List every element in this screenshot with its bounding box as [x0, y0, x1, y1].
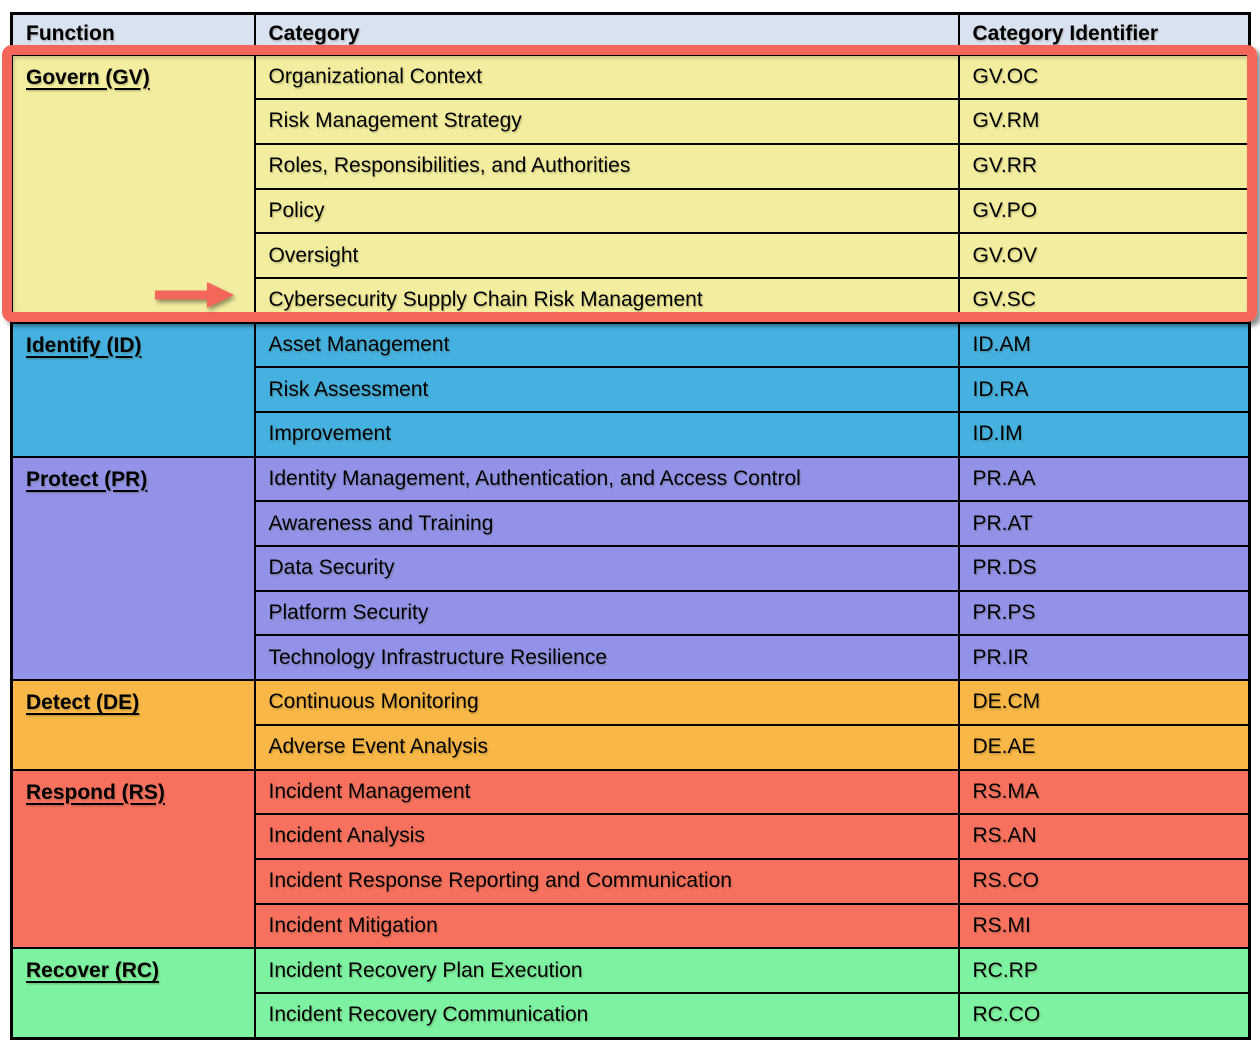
table-row: Recover (RC) Incident Recovery Plan Exec… — [10, 947, 1251, 1040]
identifier-cell: GV.PO — [957, 187, 1251, 235]
table-row: Incident Mitigation RS.MI — [12, 902, 1251, 950]
table-row: Platform Security PR.PS — [12, 589, 1251, 637]
table-row: Roles, Responsibilities, and Authorities… — [12, 142, 1251, 190]
identifier-cell: PR.PS — [957, 589, 1251, 637]
identifier-cell: RS.MA — [957, 768, 1251, 816]
category-cell: Data Security — [253, 545, 960, 592]
identifier-cell: DE.CM — [957, 679, 1251, 726]
identifier-cell: RS.MI — [957, 902, 1251, 950]
identifier-cell: PR.AT — [957, 500, 1251, 548]
table-row: Data Security PR.DS — [12, 545, 1251, 592]
category-cell: Cybersecurity Supply Chain Risk Manageme… — [253, 276, 960, 324]
function-cell-identify: Identify (ID) — [10, 321, 256, 458]
identifier-cell: RS.AN — [957, 813, 1251, 860]
table-row: Policy GV.PO — [12, 187, 1251, 235]
function-cell-govern: Govern (GV) — [10, 53, 256, 324]
identifier-cell: PR.DS — [957, 545, 1251, 592]
category-cell: Risk Assessment — [253, 366, 960, 413]
category-cell: Awareness and Training — [253, 500, 960, 548]
function-cell-respond: Respond (RS) — [10, 768, 256, 950]
identifier-cell: RS.CO — [957, 857, 1251, 905]
function-cell-detect: Detect (DE) — [10, 679, 256, 771]
identifier-cell: DE.AE — [957, 723, 1251, 771]
category-cell: Technology Infrastructure Resilience — [253, 634, 960, 682]
function-cell-protect: Protect (PR) — [10, 455, 256, 682]
category-cell: Incident Recovery Communication — [253, 991, 960, 1040]
category-cell: Risk Management Strategy — [253, 98, 960, 145]
category-cell: Incident Response Reporting and Communic… — [253, 857, 960, 905]
table-row: Incident Response Reporting and Communic… — [12, 857, 1251, 905]
framework-table: Function Category Category Identifier Go… — [10, 12, 1251, 1040]
category-cell: Platform Security — [253, 589, 960, 637]
table-row: Adverse Event Analysis DE.AE — [12, 723, 1251, 771]
identifier-cell: RC.CO — [957, 991, 1251, 1040]
table-row: Oversight GV.OV — [12, 232, 1251, 279]
identifier-cell: PR.IR — [957, 634, 1251, 682]
category-cell: Incident Recovery Plan Execution — [253, 947, 960, 994]
category-cell: Oversight — [253, 232, 960, 279]
category-cell: Policy — [253, 187, 960, 235]
identifier-cell: GV.OC — [957, 53, 1251, 101]
category-cell: Organizational Context — [253, 53, 960, 101]
category-cell: Roles, Responsibilities, and Authorities — [253, 142, 960, 190]
identifier-cell: ID.IM — [957, 411, 1251, 458]
category-cell: Adverse Event Analysis — [253, 723, 960, 771]
table-row: Detect (DE) Continuous Monitoring DE.CM — [10, 679, 1251, 771]
col-header-identifier: Category Identifier — [957, 12, 1251, 56]
table-row: Improvement ID.IM — [12, 411, 1251, 458]
identifier-cell: PR.AA — [957, 455, 1251, 503]
table-row: Incident Analysis RS.AN — [12, 813, 1251, 860]
table-row: Technology Infrastructure Resilience PR.… — [12, 634, 1251, 682]
table-row: Identify (ID) Asset Management ID.AM — [10, 321, 1251, 458]
identifier-cell: RC.RP — [957, 947, 1251, 994]
identifier-cell: ID.AM — [957, 321, 1251, 369]
table-row: Awareness and Training PR.AT — [12, 500, 1251, 548]
table-row: Respond (RS) Incident Management RS.MA — [10, 768, 1251, 950]
category-cell: Continuous Monitoring — [253, 679, 960, 726]
function-cell-recover: Recover (RC) — [10, 947, 256, 1040]
category-cell: Improvement — [253, 411, 960, 458]
col-header-category: Category — [253, 12, 960, 56]
category-cell: Incident Analysis — [253, 813, 960, 860]
category-cell: Identity Management, Authentication, and… — [253, 455, 960, 503]
identifier-cell: GV.OV — [957, 232, 1251, 279]
category-cell: Incident Management — [253, 768, 960, 816]
identifier-cell: GV.RM — [957, 98, 1251, 145]
category-cell: Asset Management — [253, 321, 960, 369]
identifier-cell: GV.SC — [957, 276, 1251, 324]
identifier-cell: ID.RA — [957, 366, 1251, 413]
table-row: Incident Recovery Communication RC.CO — [12, 991, 1251, 1040]
category-cell: Incident Mitigation — [253, 902, 960, 950]
col-header-function: Function — [10, 12, 256, 56]
header-row: Function Category Category Identifier — [10, 12, 1251, 56]
table-row: Govern (GV) Organizational Context GV.OC — [10, 53, 1251, 324]
table-row: Risk Assessment ID.RA — [12, 366, 1251, 413]
identifier-cell: GV.RR — [957, 142, 1251, 190]
table-row: Protect (PR) Identity Management, Authen… — [10, 455, 1251, 682]
